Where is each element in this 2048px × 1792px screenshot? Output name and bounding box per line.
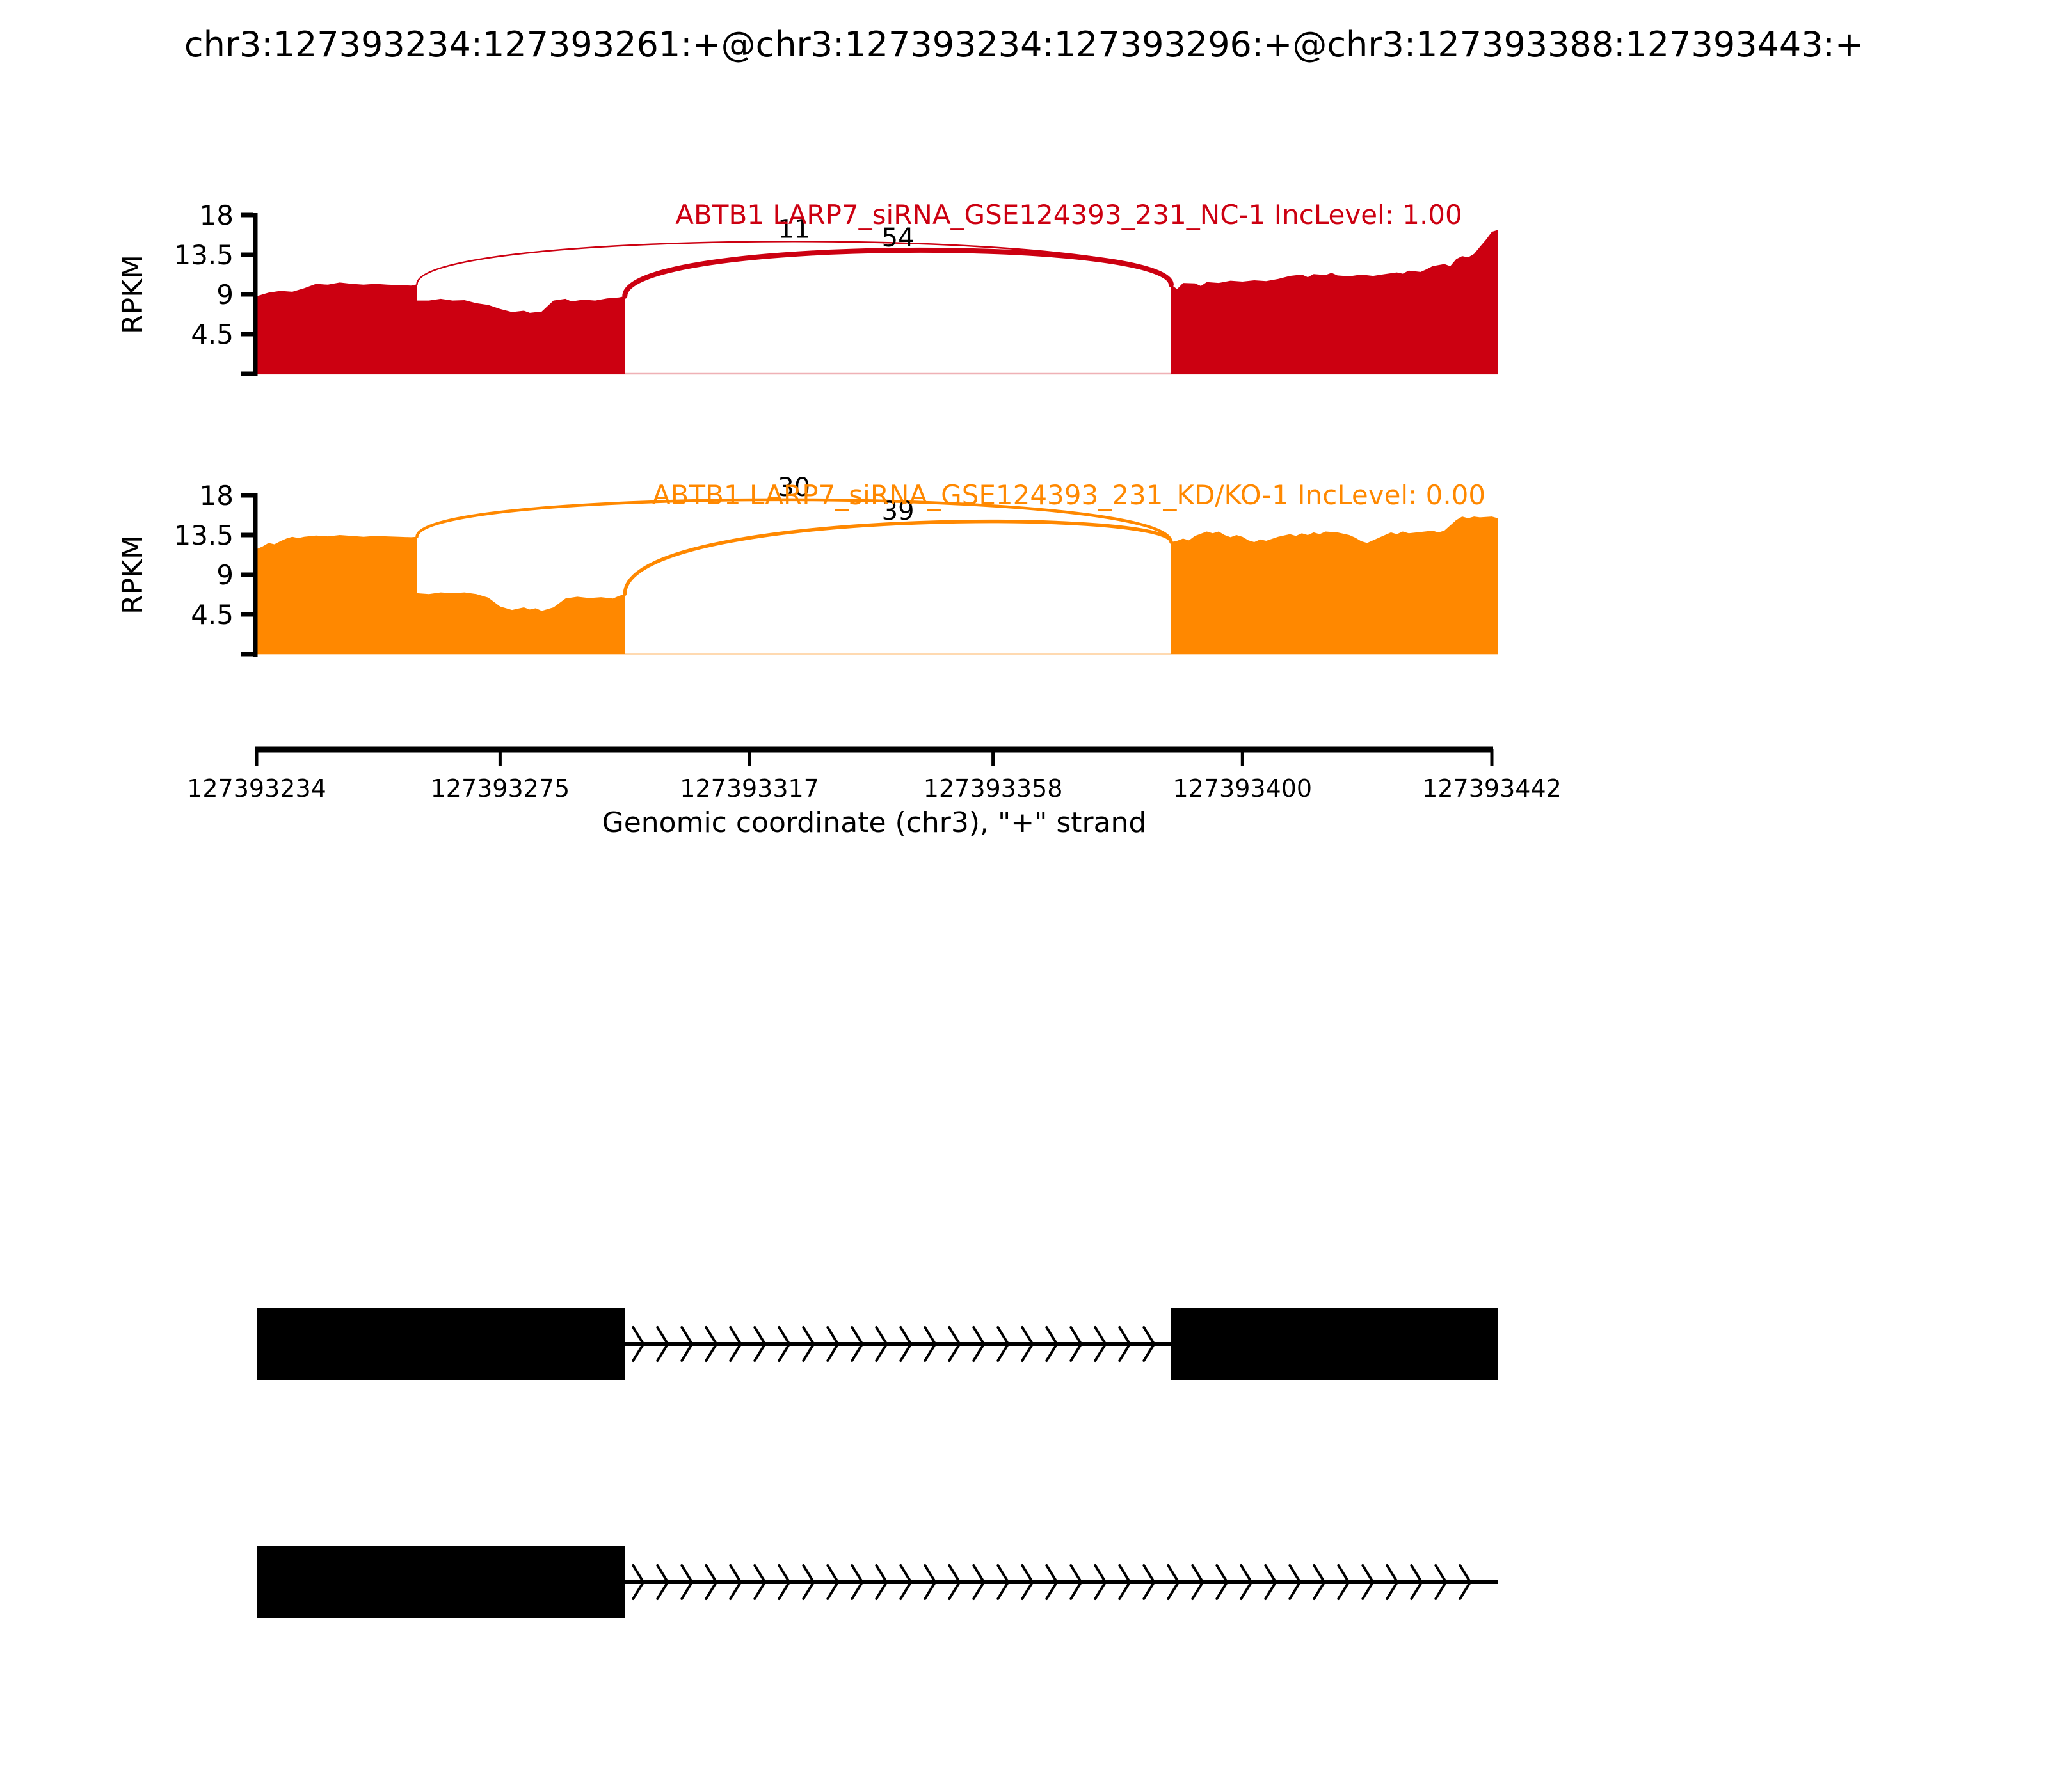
x-tick-label: 127393358 (924, 774, 1063, 803)
strand-arrow (1386, 1564, 1399, 1600)
junction-count-label: 11 (778, 214, 810, 244)
strand-arrow (1094, 1326, 1107, 1362)
strand-arrow (826, 1564, 840, 1600)
strand-arrow (1045, 1564, 1059, 1600)
coverage-area (1171, 230, 1498, 374)
track-title: ABTB1 LARP7_siRNA_GSE124393_231_KD/KO-1 … (652, 479, 1485, 511)
strand-arrow (632, 1326, 645, 1362)
junction-count-label: 30 (778, 473, 810, 502)
strand-arrow (656, 1326, 669, 1362)
strand-arrow (1191, 1564, 1204, 1600)
strand-arrow (1434, 1564, 1448, 1600)
strand-arrow (753, 1564, 767, 1600)
strand-arrow (996, 1326, 1010, 1362)
strand-arrow (924, 1564, 937, 1600)
strand-arrow (729, 1564, 742, 1600)
strand-arrow (1142, 1326, 1156, 1362)
junction-count-label: 54 (882, 223, 915, 253)
strand-arrow (802, 1326, 815, 1362)
coverage-area (1171, 516, 1498, 654)
strand-arrow (705, 1564, 718, 1600)
strand-arrow (1240, 1564, 1253, 1600)
y-tick-label: 18 (200, 200, 234, 231)
y-tick-label: 9 (216, 559, 234, 591)
strand-arrow (948, 1564, 961, 1600)
strand-arrow (632, 1564, 645, 1600)
x-tick-label: 127393234 (187, 774, 326, 803)
strand-arrow (826, 1326, 840, 1362)
strand-arrow (972, 1326, 986, 1362)
strand-arrow (924, 1326, 937, 1362)
strand-arrow (875, 1326, 888, 1362)
junction-arc (415, 498, 1173, 544)
strand-arrow (705, 1326, 718, 1362)
event-coordinates-title: chr3:127393234:127393261:+@chr3:12739323… (184, 24, 1864, 65)
strand-arrow (1021, 1326, 1034, 1362)
strand-arrow (680, 1326, 694, 1362)
y-tick-label: 9 (216, 279, 234, 310)
y-tick-label: 4.5 (191, 599, 234, 630)
strand-arrow (680, 1564, 694, 1600)
x-tick-label: 127393317 (680, 774, 819, 803)
strand-arrow (1118, 1564, 1132, 1600)
strand-arrow (1094, 1564, 1107, 1600)
strand-arrow (656, 1564, 669, 1600)
strand-arrow (1045, 1326, 1059, 1362)
x-axis-label: Genomic coordinate (chr3), "+" strand (602, 806, 1147, 839)
strand-arrow (1142, 1564, 1156, 1600)
strand-arrow (1069, 1564, 1083, 1600)
y-axis-label: RPKM (116, 535, 149, 614)
strand-arrow (948, 1326, 961, 1362)
strand-arrow (802, 1564, 815, 1600)
strand-arrow (1021, 1564, 1034, 1600)
track-title: ABTB1 LARP7_siRNA_GSE124393_231_NC-1 Inc… (675, 199, 1462, 230)
strand-arrow (996, 1564, 1010, 1600)
strand-arrow (899, 1326, 913, 1362)
strand-arrow (899, 1564, 913, 1600)
strand-arrow (1361, 1564, 1375, 1600)
strand-arrow (778, 1564, 791, 1600)
junction-arc (622, 247, 1174, 299)
coverage-area (257, 535, 625, 654)
strand-arrow (851, 1326, 864, 1362)
exon-block (257, 1308, 625, 1380)
exon-block (257, 1546, 625, 1618)
exon-block (1171, 1308, 1498, 1380)
junction-arc (623, 519, 1173, 596)
x-tick-label: 127393400 (1173, 774, 1313, 803)
strand-arrow (1337, 1564, 1350, 1600)
strand-arrow (1264, 1564, 1277, 1600)
strand-arrow (1288, 1564, 1302, 1600)
y-axis-label: RPKM (116, 255, 149, 334)
strand-arrow (1215, 1564, 1229, 1600)
y-tick-label: 4.5 (191, 319, 234, 350)
strand-arrow (1313, 1564, 1326, 1600)
strand-arrow (1459, 1564, 1472, 1600)
strand-arrow (851, 1564, 864, 1600)
strand-arrow (1167, 1564, 1180, 1600)
y-tick-label: 13.5 (173, 520, 234, 551)
strand-arrow (753, 1326, 767, 1362)
junction-arc (416, 241, 1172, 286)
strand-arrow (875, 1564, 888, 1600)
strand-arrow (1069, 1326, 1083, 1362)
y-tick-label: 13.5 (173, 239, 234, 271)
x-tick-label: 127393275 (431, 774, 570, 803)
coverage-area (257, 282, 625, 374)
strand-arrow (729, 1326, 742, 1362)
strand-arrow (972, 1564, 986, 1600)
strand-arrow (1410, 1564, 1423, 1600)
strand-arrow (1118, 1326, 1132, 1362)
y-tick-label: 18 (200, 480, 234, 511)
junction-count-label: 39 (882, 497, 915, 526)
x-tick-label: 127393442 (1422, 774, 1562, 803)
strand-arrow (778, 1326, 791, 1362)
